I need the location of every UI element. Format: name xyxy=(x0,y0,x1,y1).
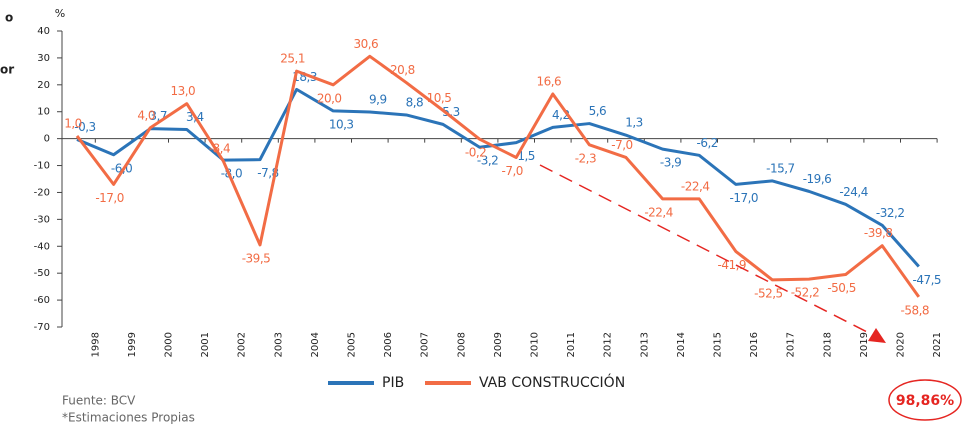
y-tick-label: -40 xyxy=(34,241,50,252)
value-label: -0,2 xyxy=(465,146,486,160)
y-tick-label: 40 xyxy=(37,26,50,37)
trend-arrow xyxy=(539,164,876,337)
value-label: 1,0 xyxy=(64,116,82,130)
value-label: -50,5 xyxy=(827,281,856,295)
x-tick-label: 1999 xyxy=(127,332,138,357)
x-tick-label: 2000 xyxy=(164,332,175,357)
value-label: 5,3 xyxy=(442,105,460,119)
y-tick-label: -70 xyxy=(34,322,50,333)
value-label: 25,1 xyxy=(280,52,305,66)
x-tick-label: 2014 xyxy=(676,332,687,357)
x-tick-label: 2017 xyxy=(786,332,797,357)
x-tick-label: 2011 xyxy=(566,332,577,357)
x-tick-label: 2002 xyxy=(237,332,248,357)
y-tick-label: 0 xyxy=(44,134,50,145)
value-label: 20,8 xyxy=(390,63,415,77)
value-label: -15,7 xyxy=(766,161,795,175)
x-tick-label: 2013 xyxy=(639,332,650,357)
value-label: 10,3 xyxy=(329,117,354,131)
value-label: -52,2 xyxy=(791,286,820,300)
value-label: -2,3 xyxy=(575,151,596,165)
value-label: 4,0 xyxy=(137,108,155,122)
x-tick-label: 2021 xyxy=(932,332,943,357)
note: *Estimaciones Propias xyxy=(62,411,195,425)
x-tick-label: 2015 xyxy=(713,332,724,357)
x-tick-label: 2003 xyxy=(273,332,284,357)
y-tick-label: 30 xyxy=(37,53,50,64)
y-axis-label: % xyxy=(55,7,65,20)
cropped-text: o xyxy=(5,11,13,25)
value-label: -3,9 xyxy=(660,156,681,170)
value-label: -6,2 xyxy=(696,136,717,150)
y-tick-label: -50 xyxy=(34,268,50,279)
series-line xyxy=(76,87,920,268)
x-tick-label: 2006 xyxy=(383,332,394,357)
y-tick-label: -20 xyxy=(34,187,50,198)
value-label: 30,6 xyxy=(353,37,378,51)
x-tick-label: 2012 xyxy=(603,332,614,357)
x-tick-label: 2016 xyxy=(749,332,760,357)
series-line xyxy=(75,54,921,298)
value-label: 16,6 xyxy=(536,74,561,88)
x-tick-label: 2004 xyxy=(310,332,321,357)
value-label: 8,8 xyxy=(406,95,424,109)
value-label: -0,3 xyxy=(74,120,95,134)
value-label: 10,5 xyxy=(427,91,452,105)
value-label: -7,0 xyxy=(611,138,632,152)
value-label: -8,4 xyxy=(209,142,230,156)
y-tick-label: -60 xyxy=(34,295,50,306)
value-label: -22,4 xyxy=(681,179,710,193)
y-tick-label: 20 xyxy=(37,80,50,91)
value-label: 1,3 xyxy=(625,116,643,130)
value-label: -39,5 xyxy=(242,251,271,265)
value-label: -32,2 xyxy=(876,206,905,220)
x-tick-label: 2009 xyxy=(493,332,504,357)
value-label: 9,9 xyxy=(369,92,387,106)
x-tick-label: 2020 xyxy=(896,332,907,357)
value-label: -47,5 xyxy=(913,273,942,287)
arrow-head xyxy=(868,328,886,343)
legend-label: PIB xyxy=(382,375,404,391)
value-label: -58,8 xyxy=(901,303,930,317)
source: Fuente: BCV xyxy=(62,394,136,408)
value-label: -19,6 xyxy=(803,172,832,186)
value-label: -24,4 xyxy=(839,185,868,199)
x-tick-label: 2010 xyxy=(530,332,541,357)
y-tick-label: -30 xyxy=(34,214,50,225)
value-label: -52,5 xyxy=(754,286,783,300)
value-label: -3,2 xyxy=(477,154,498,168)
x-tick-label: 2001 xyxy=(200,332,211,357)
x-tick-label: 2018 xyxy=(822,332,833,357)
x-tick-label: 2007 xyxy=(420,332,431,357)
x-tick-label: 2008 xyxy=(456,332,467,357)
value-label: -22,4 xyxy=(644,205,673,219)
value-label: -17,0 xyxy=(95,191,124,205)
value-label: 13,0 xyxy=(170,84,195,98)
value-label: -7,0 xyxy=(501,164,522,178)
x-tick-label: 2019 xyxy=(859,332,870,357)
legend-label: VAB CONSTRUCCIÓN xyxy=(479,373,625,391)
y-tick-label: 10 xyxy=(37,107,50,118)
value-label: -39,8 xyxy=(864,226,893,240)
value-label: 5,6 xyxy=(589,104,607,118)
x-tick-label: 1998 xyxy=(90,332,101,357)
value-label: -41,9 xyxy=(718,258,747,272)
x-tick-label: 2005 xyxy=(347,332,358,357)
y-tick-label: -10 xyxy=(34,161,50,172)
annotation-ellipse xyxy=(888,379,962,421)
value-label: 20,0 xyxy=(317,91,342,105)
cropped-text: or xyxy=(0,63,14,77)
value-label: -17,0 xyxy=(730,191,759,205)
annotation: 98,86% xyxy=(896,393,954,409)
